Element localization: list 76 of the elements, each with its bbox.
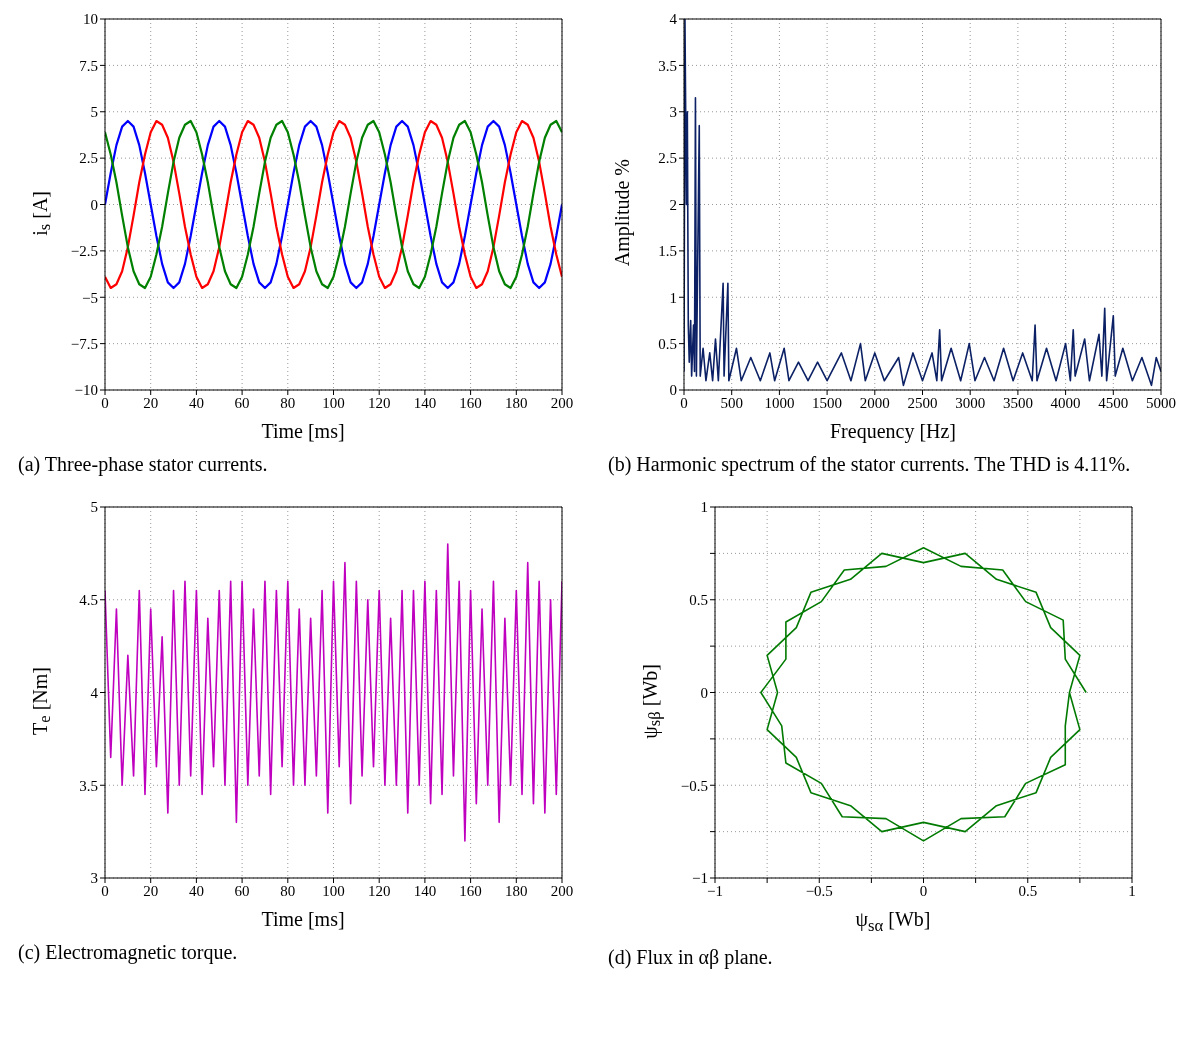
x-tick-label: 3000 bbox=[954, 394, 985, 411]
y-tick-label: 0 bbox=[90, 196, 98, 213]
y-tick-label: 4 bbox=[669, 11, 677, 28]
x-tick-label: 1500 bbox=[811, 394, 842, 411]
x-tick-label: 160 bbox=[459, 394, 482, 411]
y-tick-label: −0.5 bbox=[680, 777, 708, 794]
x-tick-label: 80 bbox=[280, 394, 296, 411]
y-tick-label: 10 bbox=[83, 11, 98, 28]
x-axis-title: ψ$_{sα}$ [Wb] bbox=[855, 908, 931, 936]
y-tick-label: 2.5 bbox=[657, 150, 677, 167]
y-tick-label: 4.5 bbox=[79, 592, 98, 609]
y-tick-label: 0 bbox=[669, 382, 677, 399]
y-tick-label: 3 bbox=[669, 104, 677, 121]
x-tick-label: 200 bbox=[550, 394, 574, 411]
x-tick-label: 0 bbox=[101, 394, 109, 411]
x-tick-label: 20 bbox=[143, 882, 159, 899]
line-series bbox=[105, 543, 562, 842]
x-tick-label: 200 bbox=[550, 882, 574, 899]
y-tick-label: −10 bbox=[74, 382, 98, 399]
y-tick-label: 5 bbox=[90, 104, 98, 121]
line-series bbox=[105, 119, 562, 290]
x-tick-label: 120 bbox=[367, 394, 391, 411]
x-tick-label: 2500 bbox=[907, 394, 937, 411]
x-tick-label: 40 bbox=[188, 882, 204, 899]
x-tick-label: 500 bbox=[719, 394, 743, 411]
x-axis-title: Time [ms] bbox=[261, 420, 345, 443]
text: (a) Three-phase stator currents. bbox=[18, 453, 269, 476]
y-tick-label: 3.5 bbox=[657, 57, 677, 74]
x-tick-label: 180 bbox=[505, 394, 528, 411]
y-tick-label: 3 bbox=[90, 870, 98, 887]
y-tick-label: 1.5 bbox=[657, 243, 677, 260]
y-tick-label: 4 bbox=[90, 684, 99, 701]
y-tick-label: 0.5 bbox=[657, 335, 677, 352]
text: (d) Flux in αβ plane. bbox=[608, 946, 774, 969]
y-tick-label: 5 bbox=[90, 499, 98, 516]
y-tick-label: 7.5 bbox=[79, 57, 98, 74]
x-tick-label: 60 bbox=[234, 394, 250, 411]
y-tick-label: 2.5 bbox=[79, 150, 98, 167]
x-tick-label: 100 bbox=[322, 394, 345, 411]
x-tick-label: 3500 bbox=[1002, 394, 1033, 411]
y-tick-label: 0 bbox=[700, 684, 708, 701]
x-tick-label: 60 bbox=[234, 882, 250, 899]
x-tick-label: 1000 bbox=[763, 394, 794, 411]
x-tick-label: 4000 bbox=[1050, 394, 1081, 411]
x-tick-label: 40 bbox=[188, 394, 204, 411]
x-tick-label: 140 bbox=[413, 882, 437, 899]
x-tick-label: 100 bbox=[322, 882, 345, 899]
x-tick-label: 5000 bbox=[1145, 394, 1176, 411]
x-axis-title: Frequency [Hz] bbox=[829, 420, 957, 443]
y-tick-label: −5 bbox=[82, 289, 98, 306]
x-tick-label: 0 bbox=[919, 882, 928, 899]
y-tick-label: −1 bbox=[692, 870, 708, 887]
x-tick-label: 4500 bbox=[1097, 394, 1128, 411]
y-tick-label: 1 bbox=[669, 289, 677, 306]
y-tick-label: 0.5 bbox=[689, 592, 708, 609]
y-tick-label: 3.5 bbox=[79, 777, 98, 794]
x-tick-label: 0 bbox=[101, 882, 109, 899]
x-tick-label: 180 bbox=[505, 882, 528, 899]
y-tick-label: −2.5 bbox=[70, 243, 98, 260]
line-series bbox=[760, 547, 1087, 842]
x-tick-label: 120 bbox=[367, 882, 391, 899]
x-tick-label: 1 bbox=[1128, 882, 1136, 899]
y-tick-label: −7.5 bbox=[70, 335, 98, 352]
x-axis-title: Time [ms] bbox=[261, 908, 345, 931]
text: (c) Electromagnetic torque. bbox=[18, 941, 239, 964]
x-tick-label: 80 bbox=[280, 882, 296, 899]
y-axis-title: Amplitude % bbox=[610, 159, 634, 267]
x-tick-label: 160 bbox=[459, 882, 482, 899]
x-tick-label: 2000 bbox=[859, 394, 890, 411]
x-tick-label: 0.5 bbox=[1018, 882, 1038, 899]
x-tick-label: 140 bbox=[413, 394, 437, 411]
x-tick-label: −0.5 bbox=[805, 882, 833, 899]
y-tick-label: 1 bbox=[700, 499, 708, 516]
x-tick-label: 20 bbox=[143, 394, 159, 411]
y-tick-label: 2 bbox=[669, 196, 677, 213]
text: (b) Harmonic spectrum of the stator currents. The THD is 4.11%. bbox=[608, 453, 1132, 476]
